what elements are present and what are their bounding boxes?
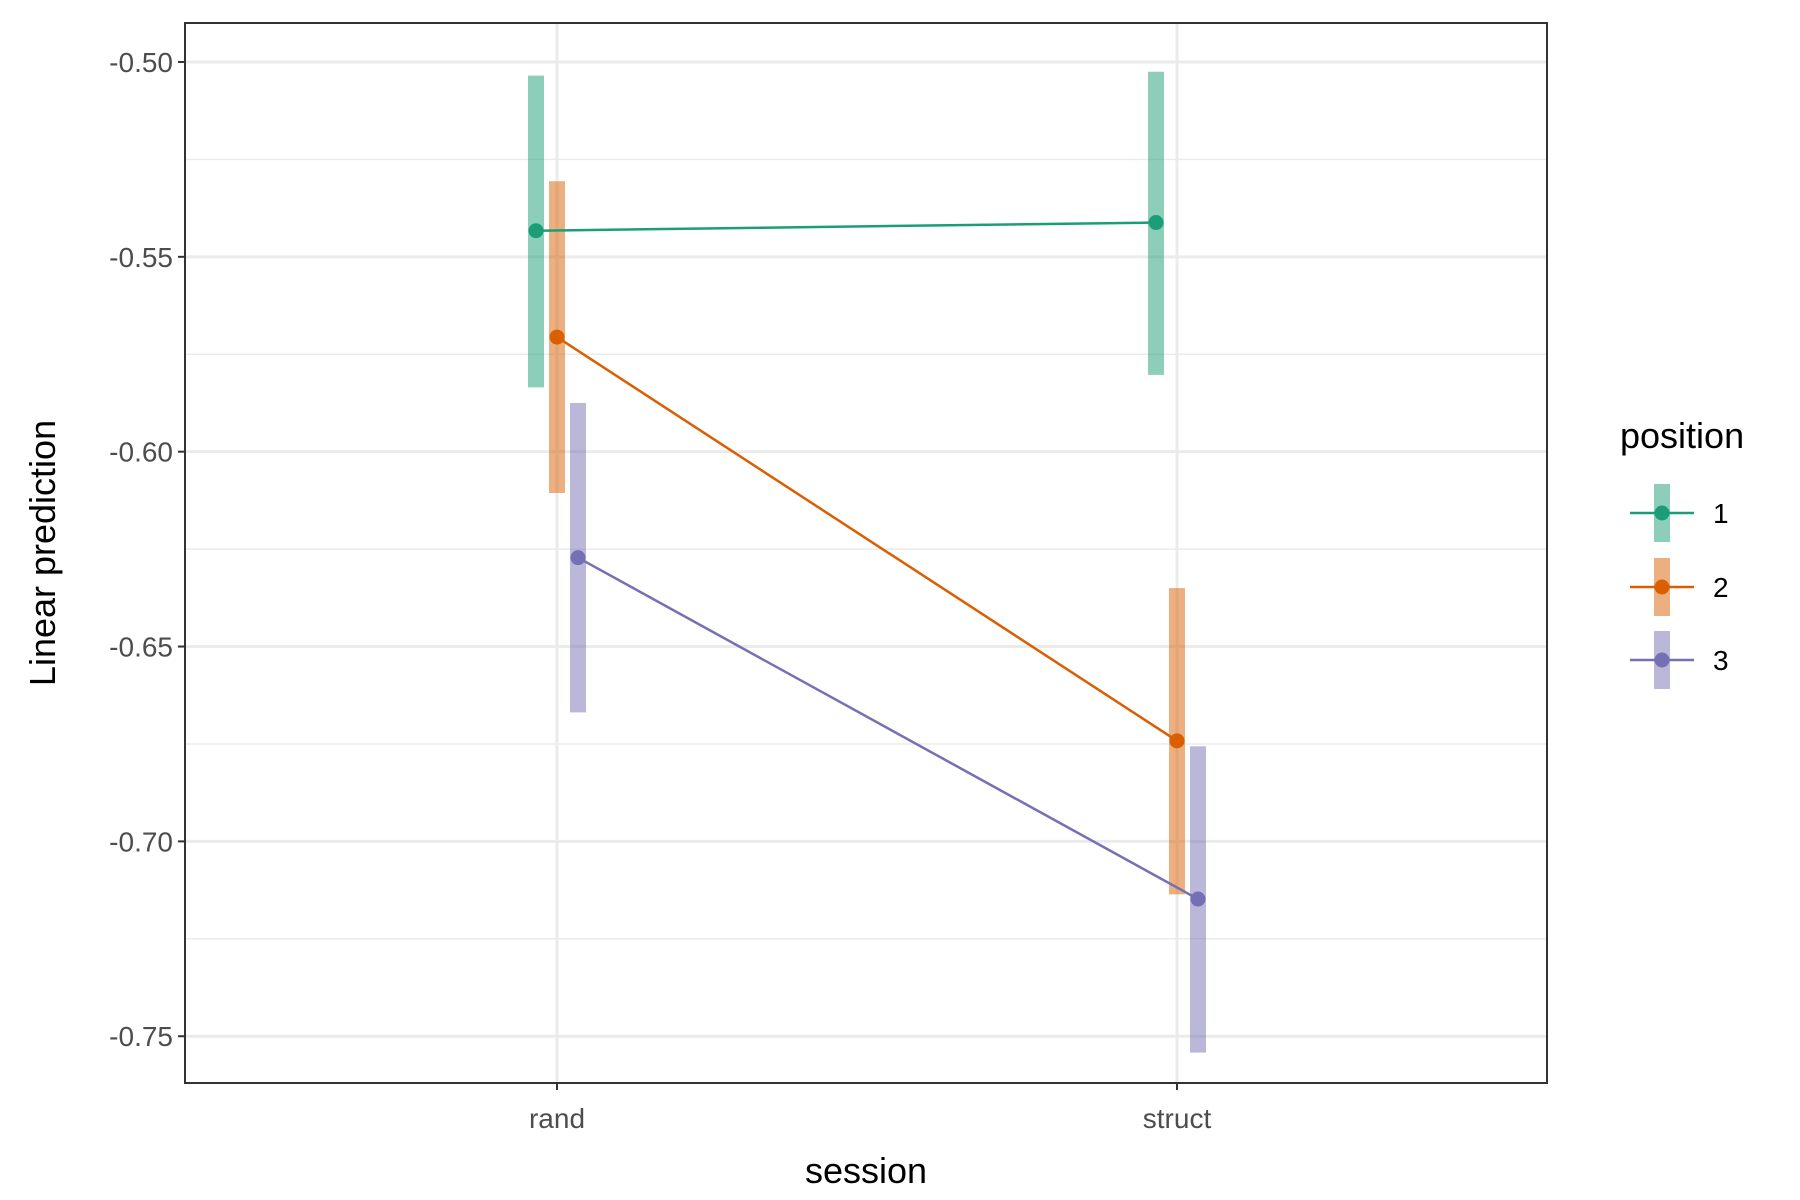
legend-label: 3 [1713, 645, 1729, 676]
data-point-series-2 [1169, 733, 1185, 749]
legend-key-point [1654, 505, 1670, 521]
legend-key-point [1654, 652, 1670, 668]
data-point-series-1 [1148, 215, 1164, 231]
series-line-2 [556, 336, 1178, 742]
data-point-series-3 [1190, 891, 1206, 907]
y-tick-label: -0.60 [109, 437, 173, 468]
plot-background [185, 23, 1547, 1083]
y-tick-label: -0.75 [109, 1021, 173, 1052]
y-tick-label: -0.70 [109, 826, 173, 857]
series-line-3 [577, 556, 1199, 901]
legend-title: position [1620, 415, 1744, 456]
y-axis: -0.50 -0.55 -0.60 -0.65 -0.70 -0.75 [109, 47, 185, 1052]
y-tick-label: -0.50 [109, 47, 173, 78]
y-tick-label: -0.55 [109, 242, 173, 273]
data-point-series-1 [528, 223, 544, 239]
legend-key-point [1654, 579, 1670, 595]
legend-label: 1 [1713, 498, 1729, 529]
x-tick-label: rand [529, 1103, 585, 1134]
data-point-series-2 [549, 329, 565, 345]
minor-gridlines [185, 158, 1547, 940]
y-axis-title: Linear prediction [22, 420, 63, 686]
legend-label: 2 [1713, 572, 1729, 603]
data-point-series-3 [570, 550, 586, 566]
series-points [528, 215, 1206, 907]
x-axis-title: session [805, 1150, 927, 1191]
x-axis: rand struct [529, 1083, 1211, 1134]
series-lines [535, 221, 1199, 901]
legend: position 1 2 3 [1620, 415, 1744, 689]
series-line-1 [535, 221, 1157, 232]
x-tick-label: struct [1143, 1103, 1212, 1134]
plot-border [184, 22, 1548, 1084]
y-tick-label: -0.65 [109, 632, 173, 663]
